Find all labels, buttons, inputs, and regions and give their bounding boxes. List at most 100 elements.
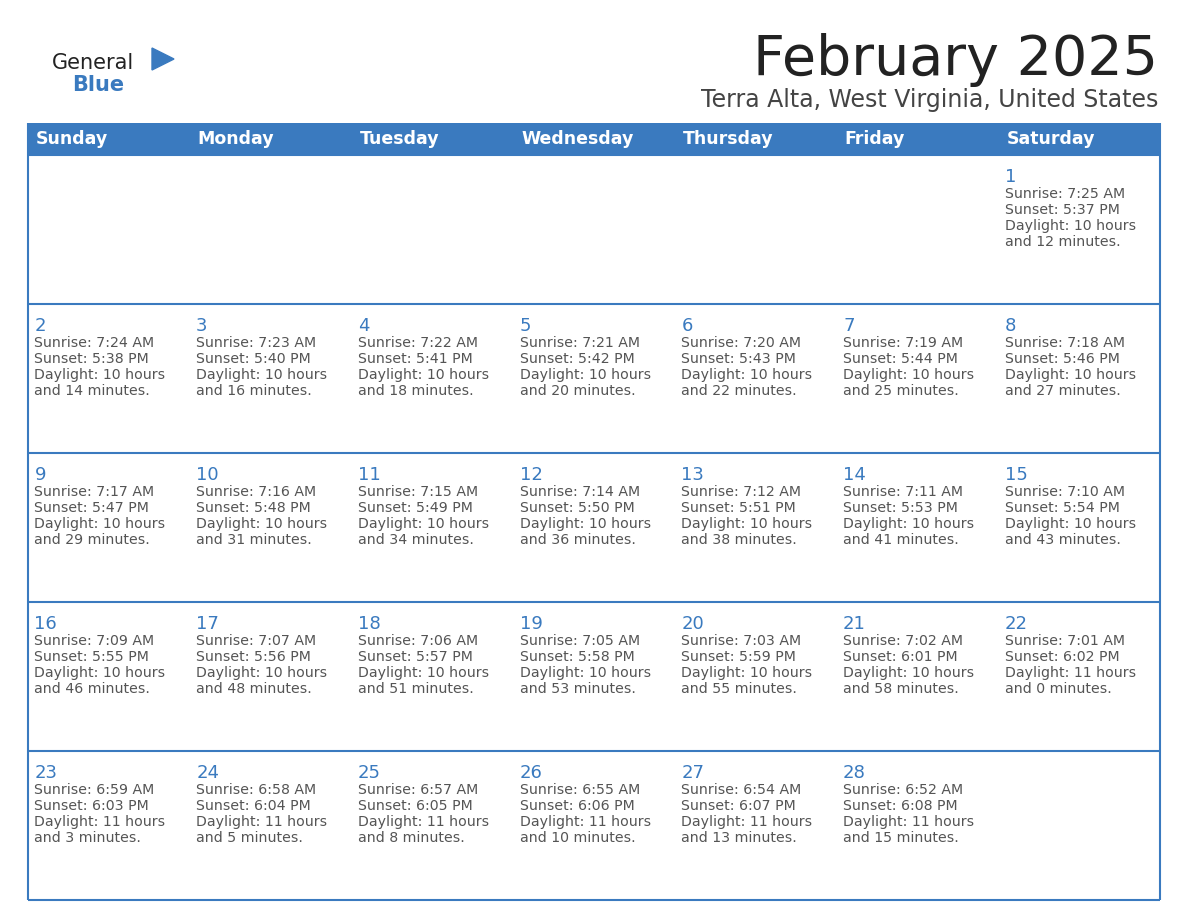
Text: General: General [52,53,134,73]
Text: 16: 16 [34,615,57,633]
Text: Sunrise: 6:54 AM: Sunrise: 6:54 AM [682,783,802,797]
Bar [675,602,836,751]
Text: Sunrise: 7:10 AM: Sunrise: 7:10 AM [1005,485,1125,499]
Text: Daylight: 11 hours: Daylight: 11 hours [34,815,165,829]
Text: Tuesday: Tuesday [360,130,440,148]
Text: 17: 17 [196,615,219,633]
Text: and 18 minutes.: and 18 minutes. [358,384,474,398]
Bar [836,453,998,602]
Text: and 13 minutes.: and 13 minutes. [682,831,797,845]
Text: Sunrise: 6:57 AM: Sunrise: 6:57 AM [358,783,478,797]
Bar [513,453,675,602]
Text: Sunset: 6:03 PM: Sunset: 6:03 PM [34,799,150,813]
Bar [998,304,1159,453]
Bar [998,602,1159,751]
Text: and 27 minutes.: and 27 minutes. [1005,384,1120,398]
Text: and 41 minutes.: and 41 minutes. [843,533,959,547]
Text: Daylight: 10 hours: Daylight: 10 hours [682,368,813,382]
Text: and 53 minutes.: and 53 minutes. [519,682,636,696]
Bar [352,155,513,304]
Text: and 14 minutes.: and 14 minutes. [34,384,150,398]
Bar [513,602,675,751]
Bar [513,304,675,453]
Text: Daylight: 10 hours: Daylight: 10 hours [358,368,489,382]
Text: and 58 minutes.: and 58 minutes. [843,682,959,696]
Text: Sunrise: 6:52 AM: Sunrise: 6:52 AM [843,783,963,797]
Text: Thursday: Thursday [683,130,773,148]
Text: Sunset: 5:58 PM: Sunset: 5:58 PM [519,650,634,664]
Text: 27: 27 [682,764,704,782]
Bar [190,453,352,602]
Text: Sunset: 5:49 PM: Sunset: 5:49 PM [358,501,473,515]
Text: and 29 minutes.: and 29 minutes. [34,533,150,547]
Text: Daylight: 10 hours: Daylight: 10 hours [1005,517,1136,531]
Text: and 10 minutes.: and 10 minutes. [519,831,636,845]
Text: Sunrise: 7:15 AM: Sunrise: 7:15 AM [358,485,478,499]
Text: 28: 28 [843,764,866,782]
Text: Sunset: 5:47 PM: Sunset: 5:47 PM [34,501,150,515]
Text: Sunset: 5:40 PM: Sunset: 5:40 PM [196,352,311,366]
Text: 3: 3 [196,317,208,335]
Text: and 22 minutes.: and 22 minutes. [682,384,797,398]
Text: Sunset: 5:56 PM: Sunset: 5:56 PM [196,650,311,664]
Text: 10: 10 [196,466,219,484]
Text: Sunset: 5:57 PM: Sunset: 5:57 PM [358,650,473,664]
Text: Sunrise: 7:02 AM: Sunrise: 7:02 AM [843,634,963,648]
Text: and 43 minutes.: and 43 minutes. [1005,533,1120,547]
Text: 20: 20 [682,615,704,633]
Text: and 51 minutes.: and 51 minutes. [358,682,474,696]
Text: 23: 23 [34,764,57,782]
Bar [836,751,998,900]
Text: and 3 minutes.: and 3 minutes. [34,831,141,845]
Text: Daylight: 11 hours: Daylight: 11 hours [519,815,651,829]
Bar [998,751,1159,900]
Text: Daylight: 10 hours: Daylight: 10 hours [682,517,813,531]
Text: 21: 21 [843,615,866,633]
Bar [998,155,1159,304]
Text: Sunset: 5:42 PM: Sunset: 5:42 PM [519,352,634,366]
Text: and 15 minutes.: and 15 minutes. [843,831,959,845]
Bar [352,602,513,751]
Text: Monday: Monday [197,130,274,148]
Text: Sunset: 6:01 PM: Sunset: 6:01 PM [843,650,958,664]
Text: Sunrise: 7:01 AM: Sunrise: 7:01 AM [1005,634,1125,648]
Text: Sunrise: 7:24 AM: Sunrise: 7:24 AM [34,336,154,350]
Text: Friday: Friday [845,130,905,148]
Text: and 12 minutes.: and 12 minutes. [1005,235,1120,249]
Text: Sunset: 6:08 PM: Sunset: 6:08 PM [843,799,958,813]
Text: and 36 minutes.: and 36 minutes. [519,533,636,547]
Text: 15: 15 [1005,466,1028,484]
Text: 14: 14 [843,466,866,484]
Text: and 48 minutes.: and 48 minutes. [196,682,312,696]
Bar [190,602,352,751]
Text: Sunrise: 7:16 AM: Sunrise: 7:16 AM [196,485,316,499]
Text: Terra Alta, West Virginia, United States: Terra Alta, West Virginia, United States [701,88,1158,112]
Text: Sunset: 5:50 PM: Sunset: 5:50 PM [519,501,634,515]
Bar [190,751,352,900]
Text: Sunrise: 7:12 AM: Sunrise: 7:12 AM [682,485,802,499]
Text: Daylight: 11 hours: Daylight: 11 hours [358,815,489,829]
Text: Daylight: 11 hours: Daylight: 11 hours [843,815,974,829]
Text: Sunset: 5:54 PM: Sunset: 5:54 PM [1005,501,1119,515]
Text: Sunset: 6:04 PM: Sunset: 6:04 PM [196,799,311,813]
Bar [190,155,352,304]
Text: Sunset: 6:07 PM: Sunset: 6:07 PM [682,799,796,813]
Bar [513,751,675,900]
Text: 22: 22 [1005,615,1028,633]
Text: 18: 18 [358,615,380,633]
Text: and 20 minutes.: and 20 minutes. [519,384,636,398]
Bar [29,453,190,602]
Bar [836,602,998,751]
Text: and 16 minutes.: and 16 minutes. [196,384,312,398]
Text: Sunrise: 6:58 AM: Sunrise: 6:58 AM [196,783,316,797]
Text: Daylight: 11 hours: Daylight: 11 hours [682,815,813,829]
Text: Daylight: 11 hours: Daylight: 11 hours [1005,666,1136,680]
Text: Daylight: 10 hours: Daylight: 10 hours [519,517,651,531]
Text: Sunrise: 7:23 AM: Sunrise: 7:23 AM [196,336,316,350]
Text: Sunrise: 7:05 AM: Sunrise: 7:05 AM [519,634,639,648]
Bar [675,155,836,304]
Text: 7: 7 [843,317,854,335]
Text: Sunset: 6:06 PM: Sunset: 6:06 PM [519,799,634,813]
Text: Sunset: 5:55 PM: Sunset: 5:55 PM [34,650,150,664]
Text: Blue: Blue [72,75,124,95]
